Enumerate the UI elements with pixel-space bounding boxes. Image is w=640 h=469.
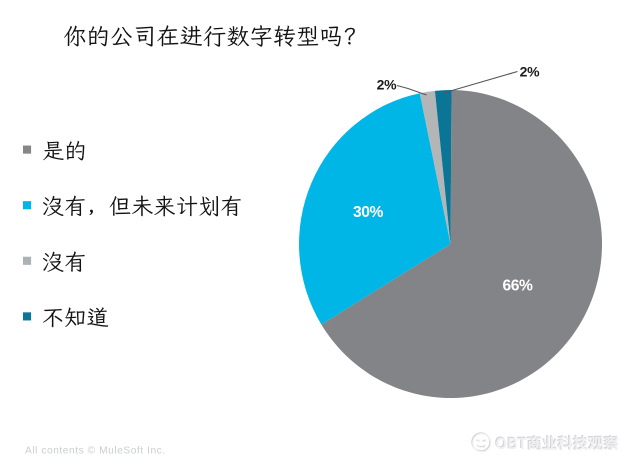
svg-text:2%: 2% <box>520 64 541 80</box>
svg-text:30%: 30% <box>353 204 384 221</box>
svg-text:2%: 2% <box>377 77 398 93</box>
svg-text:66%: 66% <box>502 278 533 295</box>
svg-text:All contents © MuleSoft Inc.: All contents © MuleSoft Inc. <box>25 446 166 457</box>
